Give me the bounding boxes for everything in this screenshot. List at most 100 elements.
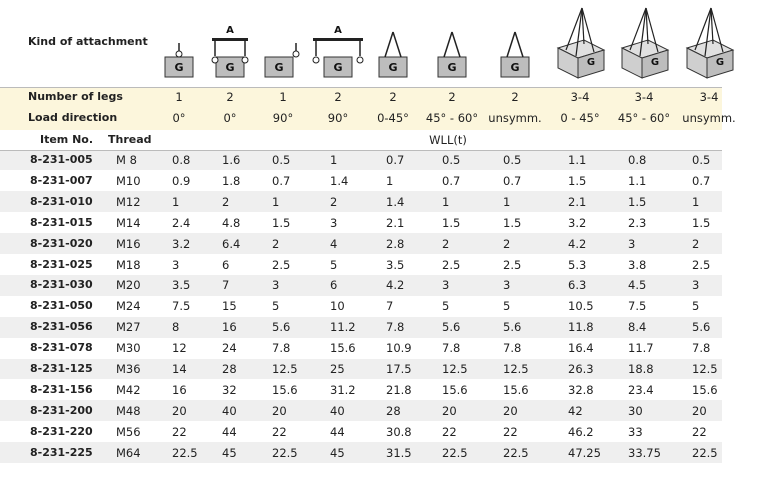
wll-value: 15.6 xyxy=(692,382,718,397)
wll-value: 7 xyxy=(386,299,394,314)
wll-value: 5.6 xyxy=(442,320,461,335)
item-no: 8-231-030 xyxy=(30,278,93,292)
wll-value: 28 xyxy=(386,403,401,418)
wll-value: 5 xyxy=(272,299,280,314)
wll-value: 12.5 xyxy=(442,362,468,376)
item-no: 8-231-025 xyxy=(30,257,93,271)
rule xyxy=(0,87,722,88)
wll-value: 5.6 xyxy=(503,320,522,335)
item-no: 8-231-125 xyxy=(30,362,93,375)
thread: M18 xyxy=(116,257,141,272)
icon-block xyxy=(264,56,294,78)
leg xyxy=(575,7,583,57)
thread: M10 xyxy=(116,173,141,188)
wll-value: 40 xyxy=(330,403,345,418)
wll-value: 4.2 xyxy=(386,278,405,293)
ring xyxy=(312,56,320,64)
wll-value: 1.5 xyxy=(568,173,587,188)
thread: M16 xyxy=(116,236,141,251)
wll-value: 15 xyxy=(222,299,237,314)
wll-value: 17.5 xyxy=(386,362,412,376)
wll-value: 0.5 xyxy=(272,153,291,167)
wll-value: 2.8 xyxy=(386,236,405,251)
thread: M27 xyxy=(116,320,141,335)
wll-value: 7.8 xyxy=(386,320,405,335)
wll-value: 32.8 xyxy=(568,382,594,397)
direction-label: Load direction xyxy=(28,111,118,124)
wll-value: 3.2 xyxy=(568,215,587,230)
wll-value: 1.5 xyxy=(442,215,461,230)
icon-label: G xyxy=(651,57,659,68)
wll-value: 47.25 xyxy=(568,445,601,460)
wll-value: 0.7 xyxy=(503,173,522,188)
wll-value: 2 xyxy=(442,236,450,251)
leg xyxy=(694,7,712,51)
wll-value: 0.9 xyxy=(172,173,191,188)
wll-value: 2.5 xyxy=(692,257,711,272)
wll-value: 0.5 xyxy=(442,153,461,167)
wll-value: 2.1 xyxy=(386,215,405,230)
leg xyxy=(451,31,461,58)
wll-value: 42 xyxy=(568,403,583,418)
wll-value: 1.4 xyxy=(330,173,349,188)
wll-value: 5.6 xyxy=(272,320,291,335)
thread: M 8 xyxy=(116,153,137,167)
wll-value: 1 xyxy=(692,194,700,209)
legs-value: 3-4 xyxy=(699,90,719,104)
wll-value: 22.5 xyxy=(692,445,718,460)
wll-value: 5 xyxy=(503,299,511,314)
wll-value: 12.5 xyxy=(692,362,718,376)
wll-value: 11.7 xyxy=(628,341,654,356)
wll-value: 2 xyxy=(330,194,338,209)
wll-value: 11.8 xyxy=(568,320,594,335)
leg xyxy=(565,7,583,51)
direction-value: unsymm. xyxy=(682,111,736,125)
leg xyxy=(581,7,595,53)
wll-value: 8.4 xyxy=(628,320,647,335)
icon-label: G xyxy=(388,61,397,74)
wll-value: 1 xyxy=(172,194,180,209)
leg xyxy=(392,31,402,58)
wll-value: 7.8 xyxy=(442,341,461,356)
leg xyxy=(514,31,524,58)
thread: M20 xyxy=(116,278,141,293)
wll-value: 18.8 xyxy=(628,362,654,376)
row-band xyxy=(0,358,722,380)
wll-value: 8 xyxy=(172,320,180,335)
thread: M64 xyxy=(116,445,141,460)
item-no: 8-231-220 xyxy=(30,424,93,438)
wll-value: 2.1 xyxy=(568,194,587,209)
wll-header: WLL(t) xyxy=(429,133,467,147)
wll-value: 7.8 xyxy=(503,341,522,356)
wll-value: 3 xyxy=(628,236,636,251)
item-no: 8-231-005 xyxy=(30,153,93,166)
legs-value: 3-4 xyxy=(570,90,590,104)
wll-value: 5 xyxy=(442,299,450,314)
wll-value: 4.2 xyxy=(568,236,587,251)
wll-value: 30.8 xyxy=(386,424,412,439)
leg xyxy=(384,31,394,58)
wll-value: 6.3 xyxy=(568,278,587,293)
ring xyxy=(356,56,364,64)
icon-block xyxy=(437,56,467,78)
wll-value: 44 xyxy=(330,424,345,439)
wll-value: 20 xyxy=(172,403,187,418)
wll-value: 20 xyxy=(692,403,707,418)
leg xyxy=(581,7,585,45)
wll-value: 22.5 xyxy=(503,445,529,460)
leg xyxy=(710,7,724,53)
wll-value: 1.1 xyxy=(628,173,647,188)
icon-label: G xyxy=(225,61,234,74)
ring xyxy=(175,50,183,58)
wll-value: 16 xyxy=(222,320,237,335)
wll-value: 6.4 xyxy=(222,236,241,251)
wll-value: 7.5 xyxy=(628,299,647,314)
wll-value: 2.3 xyxy=(628,215,647,230)
wll-value: 1.5 xyxy=(503,215,522,230)
wll-value: 1 xyxy=(330,153,338,167)
leg xyxy=(645,7,659,53)
item-no: 8-231-007 xyxy=(30,173,93,187)
legs-value: 2 xyxy=(226,90,234,104)
wll-value: 0.7 xyxy=(386,153,405,167)
thread: M48 xyxy=(116,403,141,418)
